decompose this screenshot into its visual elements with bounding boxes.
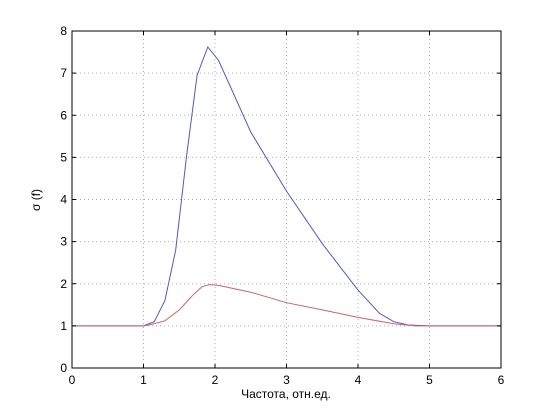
x-axis-label: Частота, отн.ед. — [241, 387, 331, 401]
y-tick-label: 2 — [60, 277, 67, 291]
x-tick-label: 0 — [69, 373, 76, 387]
x-tick-label: 6 — [498, 373, 505, 387]
x-tick-label: 4 — [355, 373, 362, 387]
y-tick-label: 4 — [60, 193, 67, 207]
y-tick-label: 1 — [60, 319, 67, 333]
series-group — [72, 46, 501, 327]
ticks: 0 1 2 3 4 5 6 0 1 2 3 4 5 6 7 8 — [60, 24, 504, 387]
y-tick-label: 6 — [60, 108, 67, 122]
x-tick-label: 5 — [426, 373, 433, 387]
x-tick-label: 3 — [283, 373, 290, 387]
y-axis-label: σ (f) — [29, 189, 43, 211]
grid — [72, 31, 501, 368]
y-tick-label: 8 — [60, 24, 67, 38]
y-tick-label: 0 — [60, 361, 67, 375]
x-tick-label: 2 — [212, 373, 219, 387]
y-tick-label: 7 — [60, 66, 67, 80]
series-line-1 — [72, 46, 501, 327]
y-tick-label: 3 — [60, 235, 67, 249]
y-tick-label: 5 — [60, 150, 67, 164]
x-tick-label: 1 — [140, 373, 147, 387]
series-line-2 — [72, 284, 501, 327]
